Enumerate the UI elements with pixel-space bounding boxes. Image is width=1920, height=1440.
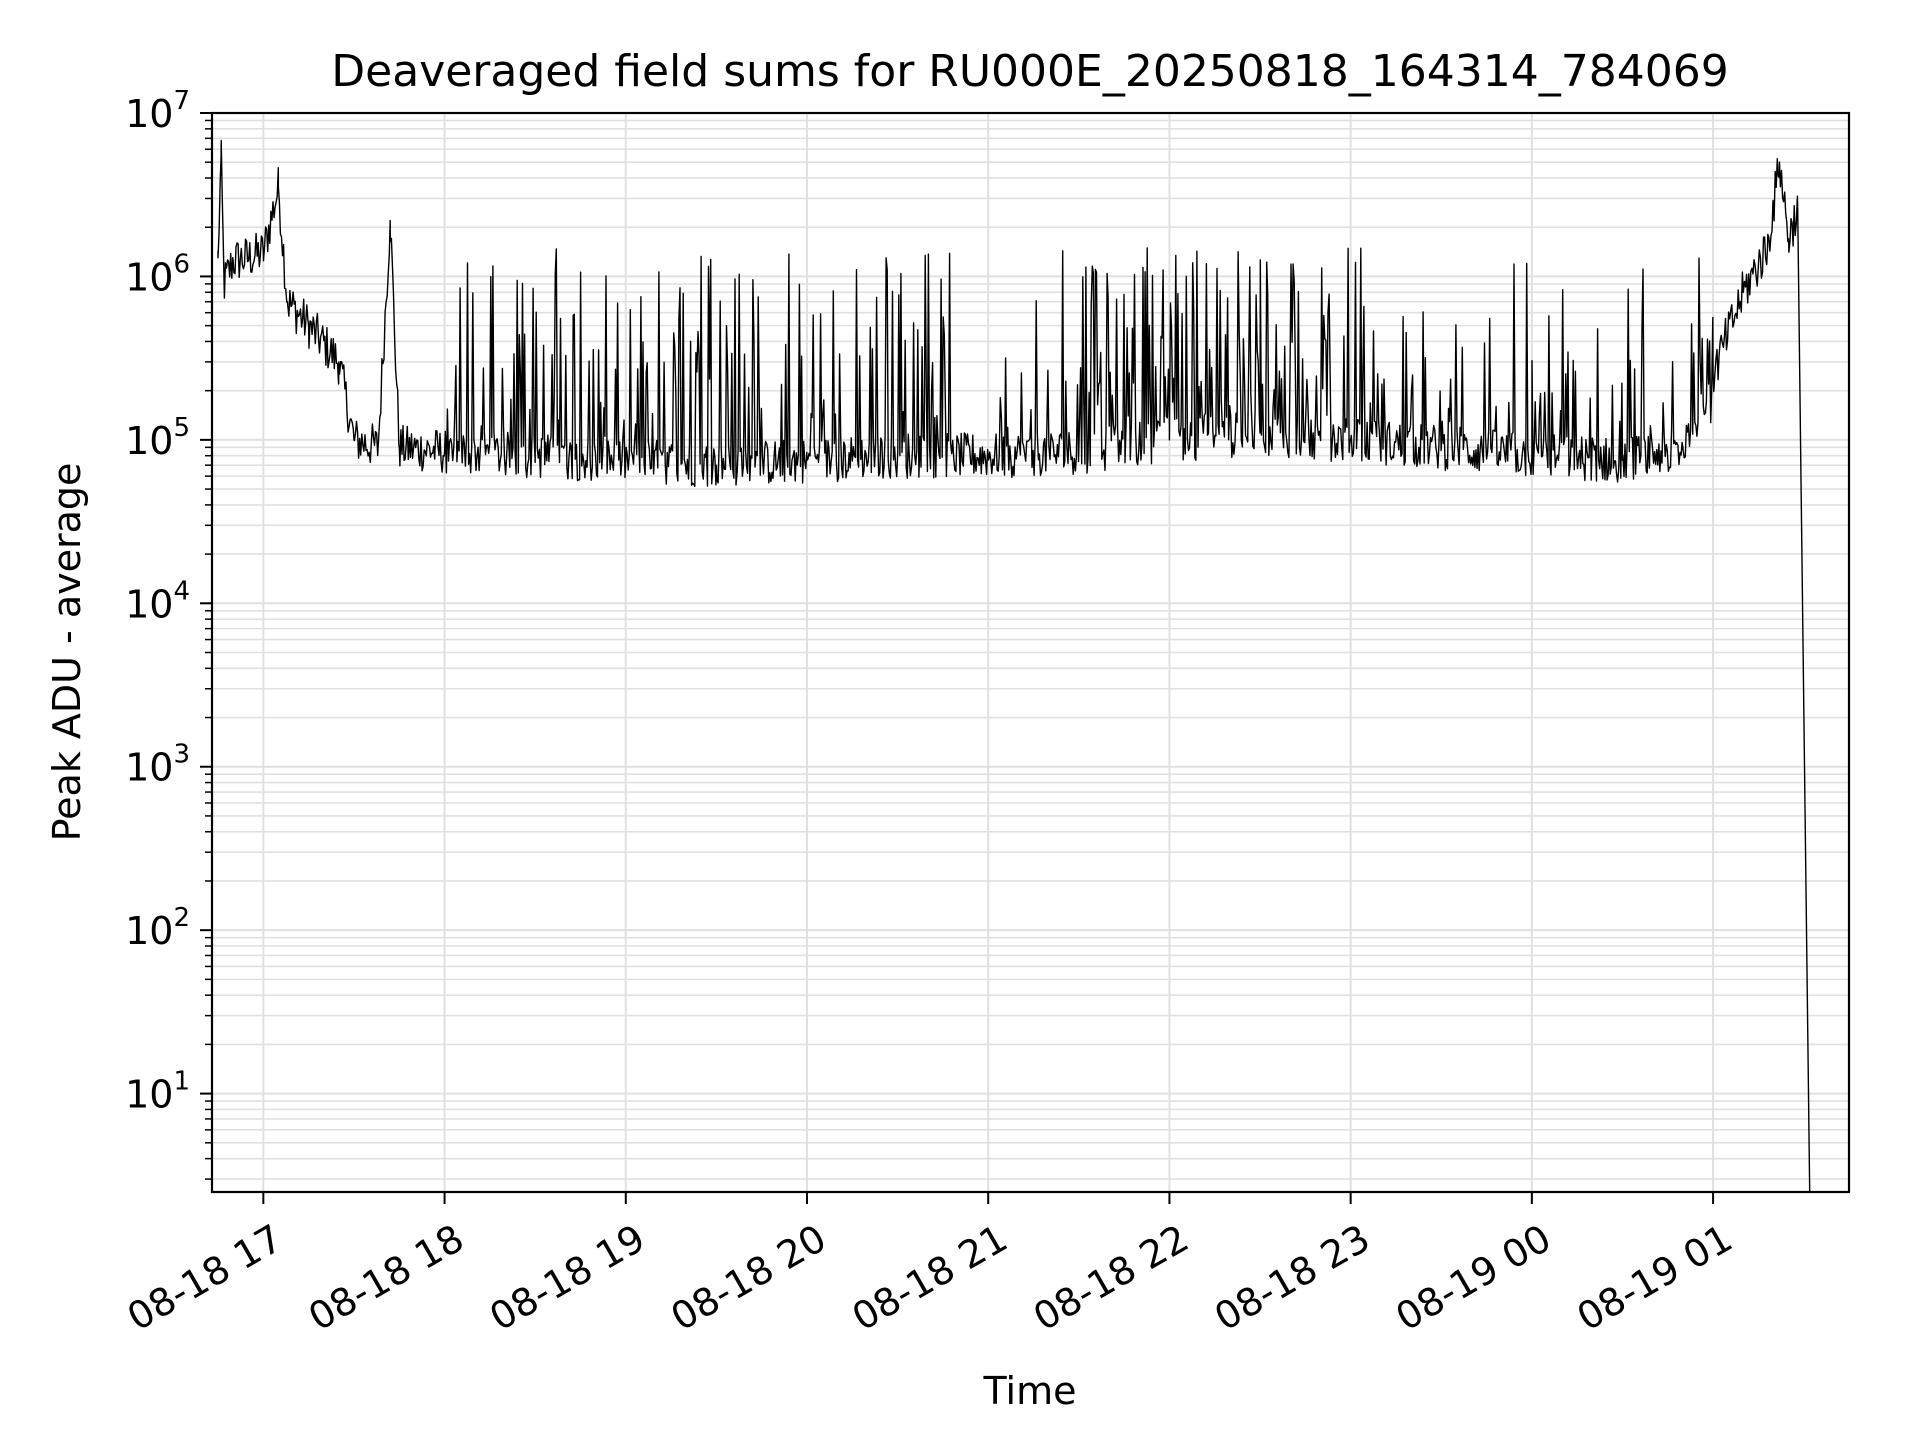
y-tick-label: 102 xyxy=(125,903,190,953)
y-tick-label: 103 xyxy=(125,740,190,790)
y-tick-label: 104 xyxy=(125,576,190,626)
y-tick-label: 107 xyxy=(125,86,190,136)
x-axis-label: Time xyxy=(983,1369,1077,1413)
y-axis-label: Peak ADU - average xyxy=(45,463,89,842)
x-tick-label: 08-19 01 xyxy=(1570,1216,1740,1340)
y-axis: 101 102 103 104 105 106 107 xyxy=(125,86,212,1180)
chart-title: Deaveraged field sums for RU000E_2025081… xyxy=(331,46,1728,97)
x-tick-label: 08-18 21 xyxy=(845,1216,1015,1340)
x-tick-label: 08-18 20 xyxy=(664,1216,834,1340)
x-tick-label: 08-18 22 xyxy=(1026,1216,1196,1340)
data-area xyxy=(217,139,1811,1193)
x-tick-label: 08-18 19 xyxy=(482,1216,652,1340)
x-tick-label: 08-18 23 xyxy=(1207,1216,1377,1340)
x-tick-label: 08-18 18 xyxy=(301,1216,471,1340)
y-tick-label: 106 xyxy=(125,249,190,299)
y-tick-label: 101 xyxy=(125,1067,190,1117)
x-tick-label: 08-19 00 xyxy=(1388,1216,1558,1340)
y-tick-label: 105 xyxy=(125,413,190,463)
grid xyxy=(212,112,1849,1192)
x-tick-label: 08-18 17 xyxy=(120,1216,290,1340)
data-series-line xyxy=(217,139,1811,1193)
x-axis: 08-18 17 08-18 18 08-18 19 08-18 20 08-18 21… xyxy=(120,1192,1740,1339)
